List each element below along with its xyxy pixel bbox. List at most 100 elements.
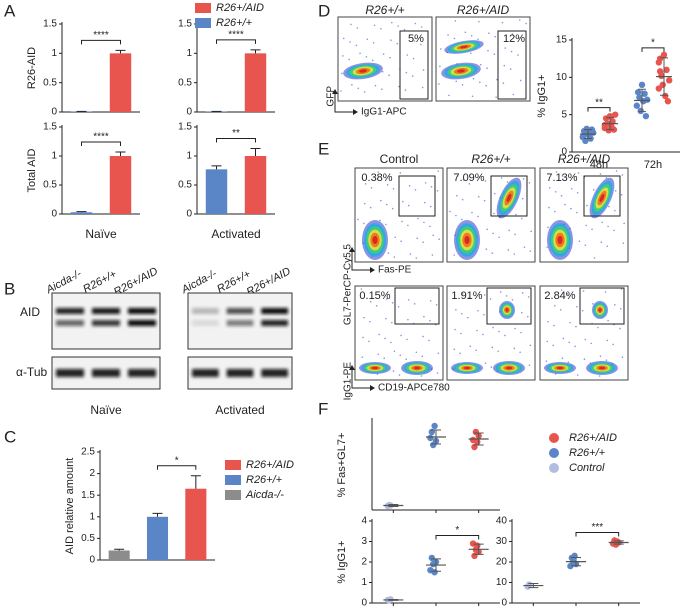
event <box>506 181 509 183</box>
event <box>607 319 609 322</box>
event <box>407 224 409 227</box>
event <box>546 246 549 248</box>
gate <box>399 30 429 100</box>
blot-band <box>261 369 288 377</box>
y-tick-label: 0 <box>186 107 192 118</box>
data-point <box>427 434 434 442</box>
error-bar <box>571 556 581 567</box>
gate-percent: 2.84% <box>544 290 575 302</box>
event <box>360 288 363 290</box>
panel-label: B <box>4 279 15 298</box>
event <box>513 347 516 350</box>
event <box>612 343 614 346</box>
event <box>390 39 392 41</box>
density <box>557 236 563 244</box>
data-point <box>590 129 597 136</box>
event <box>366 38 369 41</box>
data-point <box>656 68 664 75</box>
event <box>396 42 399 45</box>
event <box>421 86 424 89</box>
gate-percent: 7.13% <box>546 172 577 184</box>
event <box>555 171 558 173</box>
data-point <box>431 422 438 430</box>
event <box>478 20 480 23</box>
bar <box>146 516 169 560</box>
event <box>498 330 500 333</box>
event <box>613 229 615 232</box>
event <box>411 75 414 77</box>
event <box>392 370 395 372</box>
event <box>606 245 609 247</box>
event <box>422 241 424 243</box>
y-tick-label: 1 <box>89 511 95 522</box>
density <box>556 366 564 370</box>
gate <box>398 175 436 217</box>
event <box>601 221 603 224</box>
data-point <box>571 552 578 560</box>
event <box>477 195 480 198</box>
event <box>590 342 592 345</box>
event <box>438 83 440 85</box>
event <box>478 176 481 178</box>
event <box>552 344 554 347</box>
bar <box>185 488 207 560</box>
event <box>370 187 373 189</box>
event <box>562 337 565 340</box>
bar <box>244 53 267 112</box>
legend-label: R26+/AID <box>569 432 617 444</box>
event <box>377 171 380 173</box>
error-bar <box>388 504 399 507</box>
event <box>518 19 521 21</box>
data-point <box>660 51 668 59</box>
legend-swatch <box>549 463 559 473</box>
data-point <box>659 81 666 89</box>
event <box>371 59 374 62</box>
data-point <box>637 107 644 115</box>
event <box>455 194 458 197</box>
y-tick-label: 5 <box>561 109 567 120</box>
event <box>570 207 572 210</box>
error-bar <box>250 49 261 54</box>
y-channel-label: IgG1-PE <box>343 362 354 401</box>
event <box>404 89 407 91</box>
event <box>428 339 430 342</box>
event <box>508 229 510 232</box>
y-tick-label: 1.5 <box>43 122 57 133</box>
y-axis-label: R26-AID <box>26 47 38 89</box>
event <box>583 358 586 361</box>
sample-label: R26+/AID <box>457 3 510 17</box>
event <box>381 70 384 73</box>
y-axis-label: % IgG1+ <box>536 74 548 117</box>
event <box>340 90 342 92</box>
x-channel-label: IgG1-APC <box>361 107 407 118</box>
event <box>459 352 461 355</box>
event <box>526 315 529 318</box>
event <box>385 298 388 300</box>
event <box>389 56 391 59</box>
event <box>437 352 440 355</box>
error-bar <box>431 558 441 572</box>
event <box>591 228 593 231</box>
arrow-head <box>370 385 375 391</box>
event <box>391 302 394 304</box>
density <box>457 69 465 73</box>
event <box>525 22 527 25</box>
error-bar <box>431 429 441 445</box>
significance-label: * <box>651 38 655 49</box>
gate-percent: 7.09% <box>453 172 484 184</box>
y-tick-label: 0.5 <box>43 77 57 88</box>
event <box>369 301 372 303</box>
event <box>453 348 456 351</box>
event <box>484 362 487 364</box>
blot-band <box>192 369 219 377</box>
event <box>422 69 425 71</box>
event <box>605 359 608 361</box>
event <box>390 341 392 344</box>
event <box>403 28 406 31</box>
density <box>599 193 605 203</box>
legend-label: R26+/AID <box>246 459 294 471</box>
event <box>582 290 585 292</box>
event <box>357 218 359 221</box>
row-label: AID <box>20 305 40 319</box>
event <box>407 204 410 207</box>
